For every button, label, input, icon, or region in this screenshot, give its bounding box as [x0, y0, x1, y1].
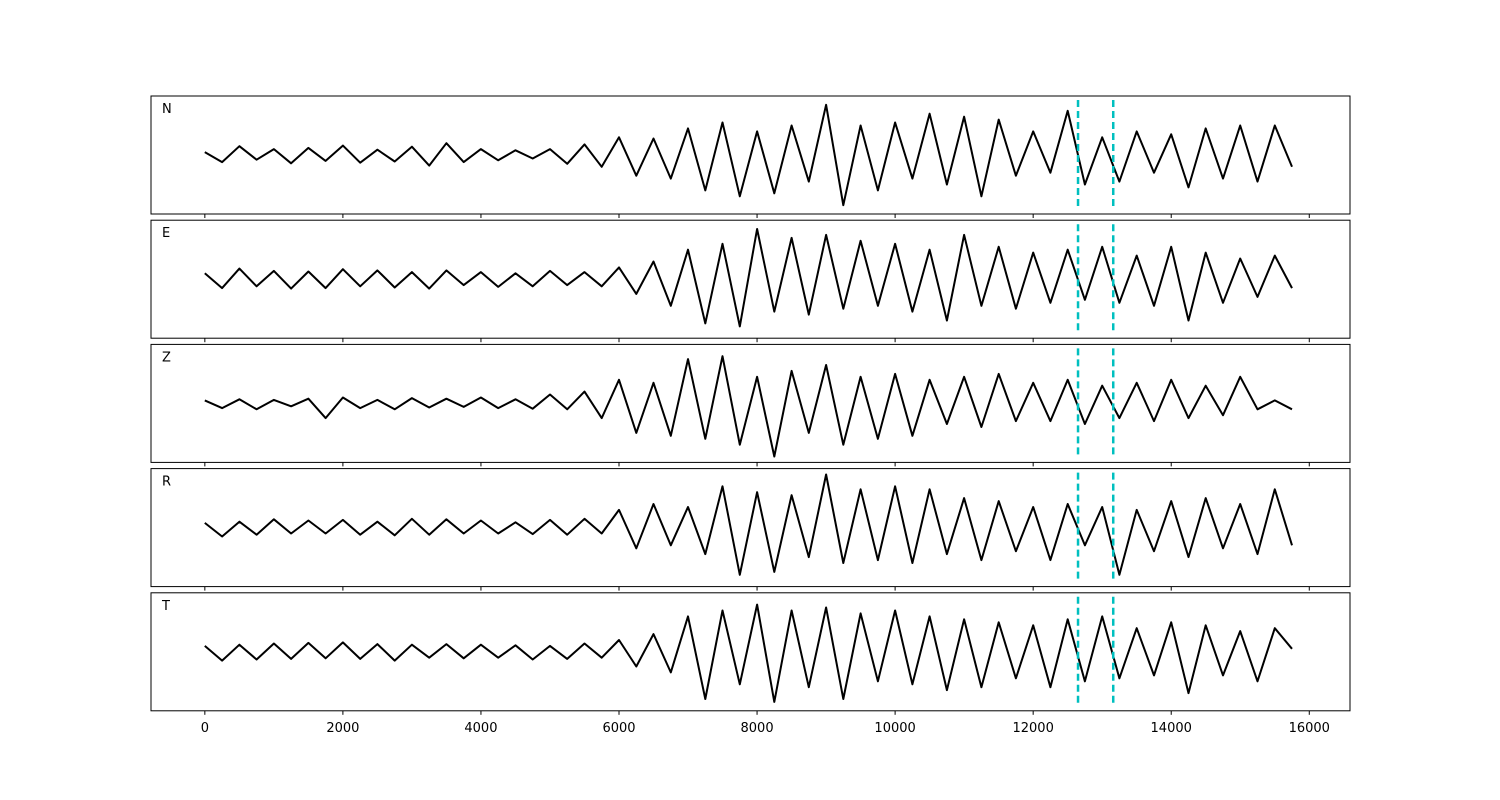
- panel-label: Z: [162, 350, 171, 365]
- panel-frame: [150, 343, 1351, 463]
- x-tick-label: 16000: [1289, 721, 1330, 736]
- panel-label: E: [162, 226, 170, 241]
- x-tick-label: 0: [201, 721, 209, 736]
- panel-label: N: [162, 102, 172, 117]
- x-tick-label: 4000: [464, 721, 497, 736]
- panel-frame: [150, 95, 1351, 215]
- x-tick-label: 6000: [602, 721, 635, 736]
- trace: [204, 103, 1293, 207]
- panel-label: T: [161, 599, 170, 614]
- panel-frame: [150, 592, 1351, 712]
- panel-frame: [150, 468, 1351, 588]
- panel-frame: [150, 219, 1351, 339]
- x-tick-label: 12000: [1012, 721, 1053, 736]
- x-tick-label: 14000: [1151, 721, 1192, 736]
- x-tick-label: 2000: [326, 721, 359, 736]
- x-tick-label: 10000: [874, 721, 915, 736]
- trace: [204, 473, 1293, 576]
- trace: [204, 603, 1293, 703]
- x-tick-label: 8000: [741, 721, 774, 736]
- trace: [204, 228, 1293, 328]
- panel-label: R: [162, 475, 171, 490]
- trace: [204, 355, 1293, 458]
